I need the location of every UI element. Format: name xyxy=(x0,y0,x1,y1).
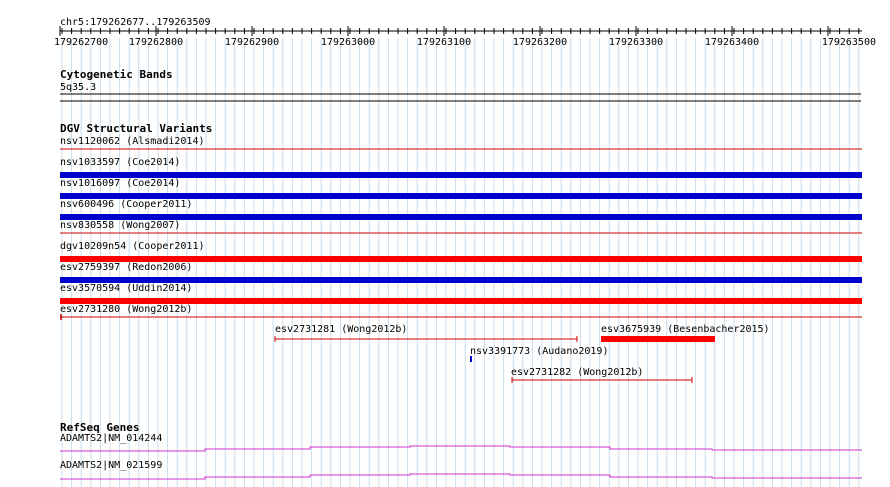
ruler-tick-label: 179263300 xyxy=(609,37,663,48)
ruler-tick-label: 179263500 xyxy=(822,37,876,48)
ruler-tick-label: 179262900 xyxy=(225,37,279,48)
dgv-feature-label: nsv600496 (Cooper2011) xyxy=(60,199,192,210)
dgv-feature-label: nsv1016097 (Coe2014) xyxy=(60,178,180,189)
dgv-feature-bar[interactable] xyxy=(60,277,862,283)
refseq-gene-model[interactable] xyxy=(60,473,862,480)
refseq-gene-model[interactable] xyxy=(60,445,862,452)
refseq-track[interactable]: RefSeq Genes ADAMTS2|NM_014244 ADAMTS2|NM… xyxy=(60,421,862,480)
refseq-track-title: RefSeq Genes xyxy=(60,421,139,434)
cytoband-track-title: Cytogenetic Bands xyxy=(60,68,173,81)
dgv-feature-label: esv3570594 (Uddin2014) xyxy=(60,283,192,294)
cytoband-track[interactable]: Cytogenetic Bands 5q35.3 xyxy=(60,68,861,102)
cytoband-label: 5q35.3 xyxy=(60,82,96,93)
refseq-gene-label: ADAMTS2|NM_014244 xyxy=(60,433,162,444)
background-grid xyxy=(61,38,860,487)
ruler-tick-label: 179263000 xyxy=(321,37,375,48)
dgv-feature-label: dgv10209n54 (Cooper2011) xyxy=(60,241,205,252)
dgv-feature-label: esv2731281 (Wong2012b) xyxy=(275,324,407,335)
dgv-feature-label: nsv3391773 (Audano2019) xyxy=(470,346,608,357)
dgv-feature-label: esv2731282 (Wong2012b) xyxy=(511,367,643,378)
dgv-feature-bar[interactable] xyxy=(60,172,862,178)
ruler-tick-label: 179263400 xyxy=(705,37,759,48)
dgv-feature-label: esv2731280 (Wong2012b) xyxy=(60,304,192,315)
dgv-track[interactable]: DGV Structural Variants nsv1120062 (Alsm… xyxy=(60,122,862,383)
ruler-tick-label: 179263100 xyxy=(417,37,471,48)
dgv-feature-bar[interactable] xyxy=(60,193,862,199)
dgv-feature-bar[interactable] xyxy=(60,298,862,304)
dgv-feature-label: esv3675939 (Besenbacher2015) xyxy=(601,324,770,335)
dgv-feature-bar[interactable] xyxy=(601,336,715,342)
refseq-gene-label: ADAMTS2|NM_021599 xyxy=(60,460,162,471)
dgv-feature-label: esv2759397 (Redon2006) xyxy=(60,262,192,273)
ruler-tick-label: 179262800 xyxy=(129,37,183,48)
coordinate-ruler[interactable]: 179262700 179262800 179262900 179263000 1792… xyxy=(54,26,876,48)
dgv-feature-bar[interactable] xyxy=(60,214,862,220)
dgv-feature-bar[interactable] xyxy=(470,356,472,362)
dgv-feature-label: nsv1120062 (Alsmadi2014) xyxy=(60,136,205,147)
location-label: chr5:179262677..179263509 xyxy=(60,17,211,28)
ruler-tick-label: 179262700 xyxy=(54,37,108,48)
dgv-feature-label: nsv1033597 (Coe2014) xyxy=(60,157,180,168)
dgv-feature-label: nsv830558 (Wong2007) xyxy=(60,220,180,231)
dgv-track-title: DGV Structural Variants xyxy=(60,122,212,135)
dgv-feature-bar[interactable] xyxy=(60,256,862,262)
ruler-tick-label: 179263200 xyxy=(513,37,567,48)
